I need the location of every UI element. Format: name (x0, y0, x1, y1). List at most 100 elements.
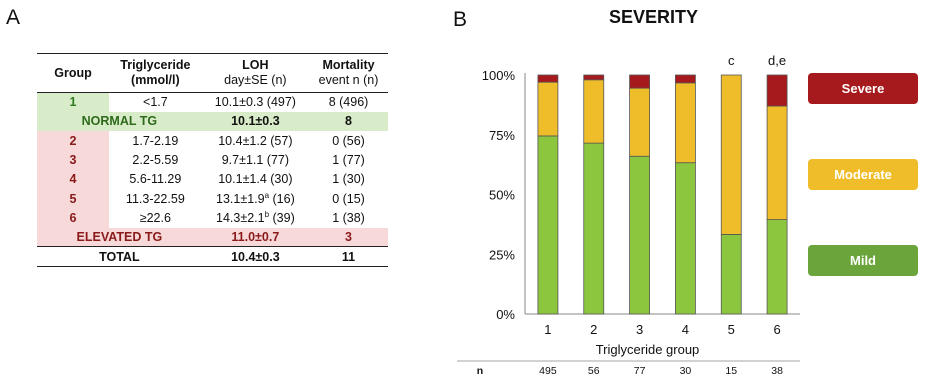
elevated-tg-row: ELEVATED TG 11.0±0.7 3 (37, 227, 388, 247)
bar-segment-moderate (629, 87, 650, 157)
header-mortality-label: Mortality (322, 58, 375, 72)
header-group: Group (37, 53, 109, 93)
table-row: 1 <1.7 10.1±0.3 (497) 8 (496) (37, 92, 388, 112)
n-value: 56 (588, 365, 600, 377)
group-cell: 5 (37, 188, 109, 209)
tg-cell: 1.7-2.19 (132, 133, 179, 148)
mortality-cell: 1 (77) (332, 153, 365, 168)
y-tick-label: 75% (489, 128, 515, 143)
header-loh-unit: day±SE (n) (224, 73, 287, 87)
group-cell: 3 (37, 150, 109, 170)
y-tick-label: 100% (482, 68, 516, 83)
bar-segment-mild (675, 162, 696, 315)
bar-segment-moderate (537, 81, 559, 137)
table-row: 6 ≥22.6 14.3±2.1b (39) 1 (38) (37, 208, 388, 228)
loh-count: (16) (269, 192, 295, 207)
header-loh-label: LOH (242, 58, 269, 72)
bar-segment-severe (675, 74, 696, 84)
panel-a-label: A (6, 6, 21, 29)
x-tick-label: 3 (636, 322, 643, 337)
mortality-cell: 8 (496) (328, 95, 369, 110)
header-mortality-unit: event n (n) (318, 73, 379, 87)
header-triglyceride-label: Triglyceride (120, 58, 191, 72)
n-value: 38 (771, 365, 783, 377)
y-tick-label: 25% (489, 247, 515, 262)
n-value: 15 (725, 365, 737, 377)
normal-tg-loh: 10.1±0.3 (201, 111, 310, 132)
normal-tg-label: NORMAL TG (37, 111, 202, 132)
panel-b-label: B (453, 8, 468, 31)
elevated-tg-label: ELEVATED TG (37, 227, 202, 247)
mortality-cell: 1 (30) (332, 172, 365, 187)
bar-segment-mild (629, 155, 650, 315)
bar-segment-mild (766, 219, 788, 315)
n-value: 495 (539, 365, 557, 377)
loh-cell: 13.1±1.9a (16) (202, 189, 309, 208)
x-tick-label: 2 (590, 322, 597, 337)
loh-cell: 9.7±1.1 (77) (221, 153, 290, 168)
mortality-cell: 0 (15) (332, 191, 365, 206)
x-tick-label: 5 (728, 322, 735, 337)
y-tick-label: 50% (489, 188, 515, 203)
normal-tg-row: NORMAL TG 10.1±0.3 8 (37, 111, 388, 132)
bar-segment-moderate (766, 105, 788, 220)
legend-moderate: Moderate (808, 159, 918, 190)
header-group-label: Group (54, 65, 92, 80)
severity-chart: 0% 25% 50% 75% 100% 1 495 2 56 3 77 4 30 5 c 15 6 d,e 38 Tr… (457, 53, 800, 377)
group-cell: 6 (37, 208, 109, 228)
mortality-cell: 0 (56) (332, 133, 365, 148)
table-row: 2 1.7-2.19 10.4±1.2 (57) 0 (56) (37, 131, 388, 151)
legend-severe: Severe (808, 73, 918, 104)
header-triglyceride-unit: (mmol/l) (131, 73, 180, 87)
legend-mild: Mild (808, 245, 918, 276)
bar-segment-severe (766, 74, 788, 107)
header-triglyceride: Triglyceride (mmol/l) (109, 53, 202, 93)
loh-cell: 10.1±1.4 (30) (218, 172, 293, 187)
total-mortality: 11 (309, 246, 388, 267)
chart-title: SEVERITY (609, 7, 699, 27)
bar-segment-moderate (720, 74, 742, 235)
loh-cell: 14.3±2.1b (39) (202, 208, 309, 227)
tg-cell: 2.2-5.59 (132, 153, 179, 168)
n-value: 30 (680, 365, 692, 377)
tg-cell: 5.6-11.29 (129, 172, 182, 187)
loh-cell: 10.1±0.3 (497) (214, 95, 296, 110)
loh-value: 14.3±2.1 (216, 211, 265, 226)
x-tick-label: 4 (682, 322, 689, 337)
x-axis-title: Triglyceride group (596, 342, 700, 357)
table-row: 4 5.6-11.29 10.1±1.4 (30) 1 (30) (37, 169, 388, 189)
bar-segment-severe (629, 74, 650, 89)
y-tick-label: 0% (496, 307, 515, 322)
elevated-tg-loh: 11.0±0.7 (201, 227, 310, 247)
significance-label: d,e (768, 53, 786, 68)
bar-segment-severe (537, 74, 559, 83)
triglyceride-table: Group Triglyceride (mmol/l) LOH day±SE (… (37, 53, 388, 267)
x-tick-label: 1 (544, 322, 551, 337)
normal-tg-mortality: 8 (309, 111, 388, 132)
group-cell: 2 (37, 131, 109, 151)
table-row: 5 11.3-22.59 13.1±1.9a (16) 0 (15) (37, 188, 388, 209)
table-row: 3 2.2-5.59 9.7±1.1 (77) 1 (77) (37, 150, 388, 170)
bar-segment-mild (583, 142, 605, 315)
n-label: n (477, 365, 483, 377)
bar-segment-moderate (583, 79, 605, 144)
significance-label: c (728, 53, 735, 68)
bar-segment-mild (720, 234, 742, 315)
total-loh: 10.4±0.3 (201, 246, 310, 267)
group-cell: 4 (37, 169, 109, 189)
mortality-cell: 1 (38) (332, 210, 365, 225)
elevated-tg-mortality: 3 (309, 227, 388, 247)
bar-segment-severe (583, 74, 605, 81)
loh-count: (39) (269, 211, 295, 226)
total-label: TOTAL (37, 246, 202, 267)
tg-cell: <1.7 (143, 95, 168, 110)
total-row: TOTAL 10.4±0.3 11 (37, 246, 388, 267)
tg-cell: 11.3-22.59 (125, 191, 185, 206)
x-tick-label: 6 (773, 322, 780, 337)
loh-superscript: a (264, 191, 270, 201)
bar-segment-mild (537, 135, 559, 315)
header-mortality: Mortality event n (n) (309, 53, 388, 93)
header-loh: LOH day±SE (n) (201, 53, 310, 93)
loh-superscript: b (264, 210, 270, 220)
loh-cell: 10.4±1.2 (57) (218, 133, 293, 148)
